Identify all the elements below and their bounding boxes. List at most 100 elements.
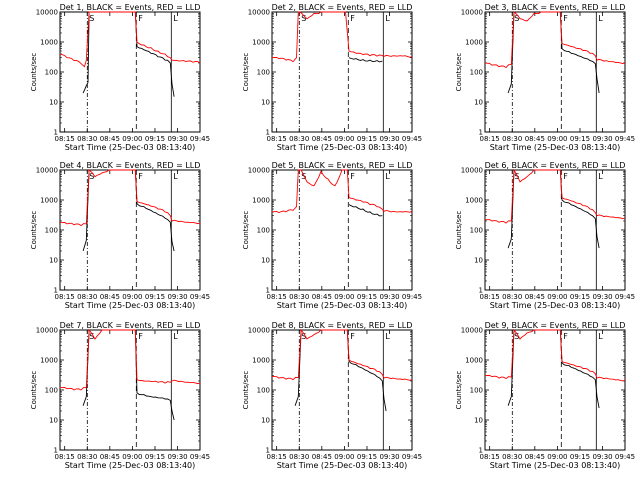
marker-label-l: L [173,14,178,23]
plot-frame [484,329,626,451]
plot-frame [271,169,413,291]
y-tick-label: 10000 [248,167,270,175]
x-tick-label: 09:45 [615,293,635,301]
y-tick-label: 10 [261,99,270,107]
marker-label-s: S [89,172,94,181]
x-tick-label: 09:30 [592,293,612,301]
chart-panel-4: Det 4, BLACK = Events, RED = LLD 1 10 100 10… [30,161,210,310]
x-tick-label: 09:30 [167,135,187,143]
plot-frame [59,11,201,133]
x-tick-label: 09:45 [615,135,635,143]
x-tick-label: 08:45 [525,293,545,301]
y-tick-label: 1000 [40,357,58,365]
x-tick-label: 08:15 [480,135,500,143]
y-tick-label: 100 [257,227,270,235]
x-tick-label: 08:30 [502,135,522,143]
x-axis-label: Start Time (25-Dec-03 08:13:40) [65,301,196,310]
x-tick-label: 09:30 [379,293,399,301]
y-tick-label: 1 [54,129,58,137]
x-axis-label: Start Time (25-Dec-03 08:13:40) [277,301,408,310]
marker-label-l: L [598,14,603,23]
y-axis-label: Counts/sec [455,53,463,92]
marker-label-s: S [89,332,94,341]
marker-label-l: L [598,332,603,341]
y-tick-label: 10000 [461,167,483,175]
y-tick-label: 10000 [36,9,58,17]
chart-panel-2: Det 2, BLACK = Events, RED = LLD 1 10 100 10… [242,3,422,152]
y-tick-label: 1 [479,129,483,137]
y-tick-label: 100 [45,227,58,235]
chart-panel-7: Det 7, BLACK = Events, RED = LLD 1 10 100 10… [30,321,210,470]
x-tick-label: 08:45 [100,135,120,143]
y-axis-label: Counts/sec [30,371,38,410]
x-tick-label: 08:30 [502,293,522,301]
x-tick-label: 08:15 [267,453,287,461]
y-axis-label: Counts/sec [30,53,38,92]
y-tick-label: 10 [474,417,483,425]
y-tick-label: 100 [257,69,270,77]
x-tick-label: 09:30 [379,453,399,461]
marker-label-f: F [350,14,355,23]
marker-label-f: F [138,14,143,23]
chart-title: Det 8, BLACK = Events, RED = LLD [272,321,413,330]
marker-label-l: L [173,172,178,181]
marker-label-l: L [598,172,603,181]
marker-label-f: F [138,332,143,341]
x-tick-label: 08:30 [77,293,97,301]
x-tick-label: 09:15 [570,293,590,301]
y-tick-label: 10 [474,257,483,265]
marker-label-f: F [350,332,355,341]
series-line-events [348,204,383,217]
x-tick-label: 09:45 [190,453,210,461]
series-line-events [348,57,383,63]
y-tick-label: 10 [49,417,58,425]
series-line-lld [272,328,413,381]
series-line-lld [59,11,201,68]
chart-panel-9: Det 9, BLACK = Events, RED = LLD 1 10 100 10… [455,321,635,470]
y-tick-label: 10000 [248,327,270,335]
y-axis-label: Counts/sec [455,211,463,250]
marker-label-l: L [385,332,390,341]
plot-frame [59,169,201,291]
y-tick-label: 10 [261,417,270,425]
y-tick-label: 1 [266,287,270,295]
series-line-lld [271,169,413,214]
x-tick-label: 08:30 [77,135,97,143]
series-line-events [507,11,600,94]
x-tick-label: 09:15 [357,135,377,143]
x-tick-label: 08:45 [312,453,332,461]
x-tick-label: 09:30 [167,453,187,461]
series-line-lld [485,168,626,224]
series-line-events [82,329,175,421]
marker-label-f: F [138,172,143,181]
x-tick-label: 08:45 [525,135,545,143]
chart-panel-3: Det 3, BLACK = Events, RED = LLD 1 10 100 10… [455,3,635,152]
x-tick-label: 09:15 [570,135,590,143]
x-tick-label: 09:00 [122,135,142,143]
plot-frame [271,11,413,133]
y-tick-label: 1 [479,287,483,295]
x-axis-label: Start Time (25-Dec-03 08:13:40) [490,143,621,152]
x-tick-label: 09:15 [145,135,165,143]
x-tick-label: 08:45 [525,453,545,461]
chart-title: Det 4, BLACK = Events, RED = LLD [60,161,201,170]
x-tick-label: 08:15 [480,453,500,461]
y-tick-label: 10000 [36,327,58,335]
chart-panel-5: Det 5, BLACK = Events, RED = LLD 1 10 100 10… [242,161,422,310]
x-axis-label: Start Time (25-Dec-03 08:13:40) [65,143,196,152]
x-tick-label: 08:45 [100,453,120,461]
marker-label-s: S [514,332,519,341]
marker-label-l: L [385,172,390,181]
y-tick-label: 1 [54,447,58,455]
x-tick-label: 09:00 [334,453,354,461]
series-line-lld [484,11,626,69]
marker-label-l: L [385,14,390,23]
x-tick-label: 09:15 [145,453,165,461]
x-axis-label: Start Time (25-Dec-03 08:13:40) [490,461,621,470]
y-tick-label: 1000 [252,357,270,365]
x-tick-label: 09:45 [190,135,210,143]
y-tick-label: 10000 [461,9,483,17]
chart-title: Det 1, BLACK = Events, RED = LLD [60,3,201,12]
x-tick-label: 08:45 [312,293,332,301]
